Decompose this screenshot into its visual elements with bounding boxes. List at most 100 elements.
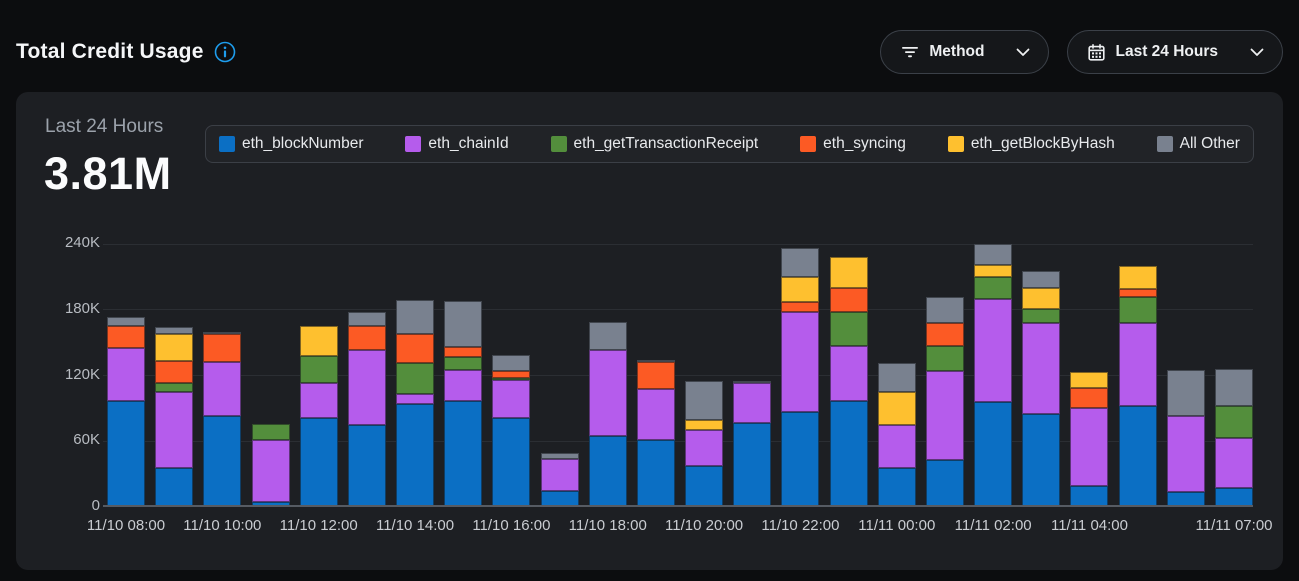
bar-11-10-14-00 (396, 299, 435, 507)
x-axis: 11/10 08:00 11/10 10:00 11/10 12:00 11/10 1… (87, 517, 1273, 541)
method-filter-button[interactable]: Method (880, 30, 1050, 74)
bar-segment-eth_chainId (1118, 322, 1157, 407)
bar-segment-eth_blockNumber (396, 404, 435, 507)
bar-segment-eth_syncing (347, 326, 386, 351)
bar-segment-eth_chainId (1215, 437, 1253, 489)
y-axis: 0 60K 120K 180K 240K (32, 234, 100, 514)
legend-item-eth_blockNumber[interactable]: eth_blockNumber (219, 135, 363, 153)
bar-11-10-11-00 (251, 423, 290, 507)
legend-swatch (219, 136, 235, 152)
bar-11-11-04-00 (1070, 372, 1109, 507)
bar-11-10-15-00 (444, 301, 483, 507)
bar-11-10-13-00 (347, 311, 386, 507)
y-axis-label: 120K (64, 365, 100, 383)
bar-segment-All Other (1215, 368, 1253, 407)
legend-swatch (405, 136, 422, 152)
legend-item-eth_chainId[interactable]: eth_chainId (405, 135, 509, 153)
bar-segment-eth_chainId (203, 362, 242, 417)
bar-11-10-22-00 (781, 248, 820, 507)
bar-segment-eth_syncing (636, 362, 675, 389)
bar-segment-eth_syncing (107, 326, 145, 349)
bar-segment-eth_getTransactionReceipt (444, 356, 483, 371)
legend-swatch (947, 136, 964, 152)
bar-11-10-18-00 (588, 321, 627, 507)
usage-card: Last 24 Hours 3.81M eth_blockNumber eth_c… (16, 92, 1283, 570)
info-icon[interactable] (214, 41, 236, 63)
legend-swatch (800, 136, 817, 152)
bar-segment-eth_getBlockByHash (155, 333, 194, 362)
bar-segment-eth_blockNumber (492, 418, 531, 507)
x-axis-baseline (103, 505, 1253, 507)
bar-segment-eth_syncing (1118, 288, 1157, 297)
filter-icon (902, 47, 919, 58)
bar-segment-eth_syncing (925, 322, 964, 346)
chevron-down-icon (1017, 48, 1030, 56)
bar-segment-eth_chainId (781, 311, 820, 412)
bar-segment-eth_chainId (396, 394, 435, 404)
bar-segment-All Other (685, 381, 724, 421)
bar-segment-All Other (974, 244, 1013, 265)
bar-segment-eth_chainId (636, 388, 675, 441)
bar-segment-All Other (444, 301, 483, 348)
bar-segment-All Other (781, 248, 820, 277)
bar-segment-eth_blockNumber (733, 422, 772, 507)
calendar-icon (1088, 43, 1106, 61)
bar-11-11-07-00 (1215, 368, 1253, 507)
legend-label: eth_syncing (823, 135, 906, 152)
time-range-label: Last 24 Hours (1115, 43, 1218, 60)
bar-segment-All Other (107, 317, 145, 327)
plot-area (103, 243, 1253, 507)
bar-11-10-12-00 (299, 326, 338, 507)
bar-segment-eth_getTransactionReceipt (492, 377, 531, 380)
bar-segment-eth_getBlockByHash (781, 276, 820, 303)
bar-segment-eth_getBlockByHash (299, 326, 338, 356)
legend-item-eth_getTransactionReceipt[interactable]: eth_getTransactionReceipt (550, 135, 758, 153)
x-axis-label: 11/11 00:00 (858, 517, 936, 534)
bar-segment-eth_chainId (1070, 408, 1109, 487)
time-range-button[interactable]: Last 24 Hours (1067, 30, 1283, 74)
bar-11-11-03-00 (1022, 271, 1061, 507)
bar-11-11-01-00 (925, 296, 964, 507)
bar-segment-eth_chainId (974, 298, 1013, 402)
legend-label: eth_chainId (428, 135, 509, 152)
gridline (103, 440, 1253, 442)
x-axis-label: 11/10 20:00 (665, 517, 744, 534)
legend-swatch (550, 136, 567, 152)
bar-11-10-16-00 (492, 354, 531, 507)
x-axis-label: 11/10 14:00 (375, 517, 455, 534)
bar-segment-eth_chainId (733, 383, 772, 423)
legend: eth_blockNumber eth_chainId eth_getTransac… (205, 125, 1254, 163)
bar-segment-eth_syncing (203, 333, 242, 363)
y-axis-label: 0 (91, 497, 100, 514)
bar-11-11-02-00 (974, 244, 1013, 507)
bar-segment-eth_chainId (299, 383, 338, 419)
bar-segment-eth_chainId (251, 440, 290, 502)
bar-segment-eth_syncing (492, 371, 531, 378)
bar-segment-eth_blockNumber (299, 418, 338, 507)
bar-segment-All Other (733, 381, 772, 384)
method-filter-label: Method (929, 43, 985, 60)
bar-segment-eth_blockNumber (347, 424, 386, 507)
bar-segment-eth_chainId (588, 350, 627, 436)
bar-segment-All Other (877, 363, 916, 392)
x-axis-label: 11/10 16:00 (472, 517, 551, 534)
bar-segment-All Other (588, 321, 627, 351)
x-axis-label: 11/10 18:00 (568, 517, 647, 534)
legend-item-All Other[interactable]: All Other (1156, 135, 1240, 153)
bar-segment-eth_blockNumber (1022, 413, 1061, 507)
bar-segment-eth_chainId (877, 424, 916, 468)
legend-swatch (1156, 136, 1173, 152)
top-header: Total Credit Usage Method (16, 28, 1283, 76)
bar-segment-eth_blockNumber (588, 435, 627, 507)
bar-segment-eth_blockNumber (1070, 486, 1109, 507)
bar-segment-eth_blockNumber (925, 459, 964, 507)
x-axis-label: 11/10 22:00 (761, 517, 840, 534)
bar-segment-eth_getBlockByHash (1070, 372, 1109, 388)
bar-segment-eth_chainId (492, 379, 531, 419)
legend-item-eth_getBlockByHash[interactable]: eth_getBlockByHash (947, 135, 1115, 153)
bar-segment-eth_getBlockByHash (685, 420, 724, 431)
filter-group: Method Last 24 Hours (880, 30, 1283, 74)
bar-segment-eth_chainId (925, 371, 964, 460)
legend-item-eth_syncing[interactable]: eth_syncing (800, 135, 906, 153)
x-axis-label: 11/11 02:00 (954, 517, 1032, 534)
